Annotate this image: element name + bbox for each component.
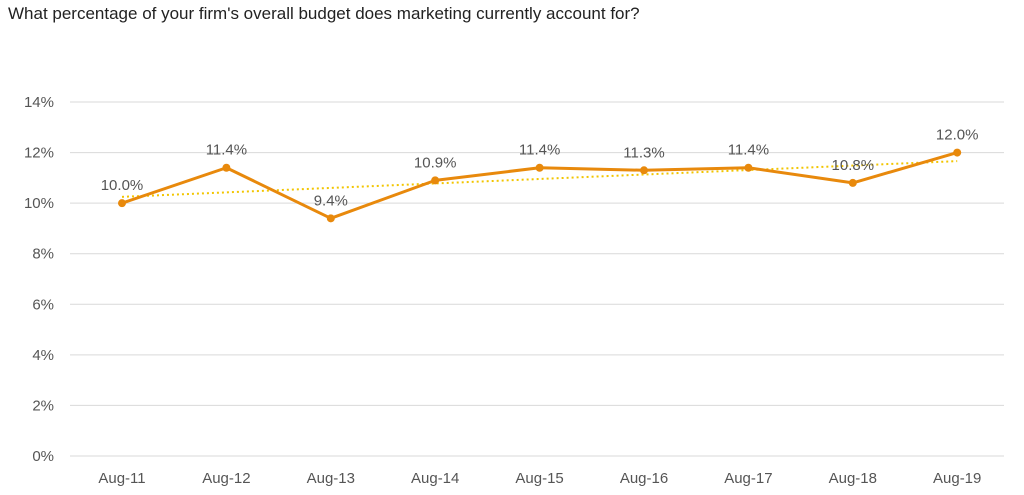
x-tick-label: Aug-11 xyxy=(98,470,145,487)
x-tick-label: Aug-13 xyxy=(307,470,355,487)
x-tick-label: Aug-12 xyxy=(202,470,250,487)
data-label: 11.4% xyxy=(519,142,560,159)
y-tick-label: 14% xyxy=(24,94,54,111)
data-label: 10.9% xyxy=(414,154,457,171)
x-tick-label: Aug-17 xyxy=(724,470,772,487)
data-labels: 10.0% 11.4% 9.4% 10.9% 11.4% 11.3% 11.4% 10.8% 1… xyxy=(101,127,979,210)
y-tick-label: 12% xyxy=(24,145,54,162)
data-label: 9.4% xyxy=(314,192,348,209)
data-label: 10.0% xyxy=(101,177,144,194)
data-point xyxy=(431,176,440,185)
y-tick-label: 0% xyxy=(32,448,54,465)
data-point xyxy=(744,163,753,172)
x-tick-label: Aug-19 xyxy=(933,470,981,487)
trendline-layer xyxy=(121,160,958,198)
data-label: 12.0% xyxy=(936,127,979,144)
x-tick-label: Aug-15 xyxy=(515,470,563,487)
data-point xyxy=(118,199,126,208)
y-tick-label: 8% xyxy=(32,246,54,263)
y-tick-label: 6% xyxy=(32,296,54,313)
data-point xyxy=(953,148,962,157)
y-tick-label: 4% xyxy=(32,347,54,364)
y-tick-label: 10% xyxy=(24,195,54,212)
data-point xyxy=(640,166,648,175)
y-tick-label: 2% xyxy=(32,397,54,414)
series-layer xyxy=(118,148,962,223)
data-label: 10.8% xyxy=(832,157,875,174)
x-tick-label: Aug-18 xyxy=(829,470,877,487)
data-point xyxy=(326,214,335,223)
data-label: 11.3% xyxy=(623,144,664,161)
chart-title: What percentage of your firm's overall b… xyxy=(8,4,640,23)
data-label: 11.4% xyxy=(728,142,769,159)
x-axis-tick-labels: Aug-11 Aug-12 Aug-13 Aug-14 Aug-15 Aug-16 Aug-… xyxy=(98,470,981,487)
data-point xyxy=(535,163,544,172)
data-point xyxy=(222,163,231,172)
x-tick-label: Aug-14 xyxy=(411,470,459,487)
gridlines xyxy=(70,101,1004,457)
y-axis-tick-labels: 0% 2% 4% 6% 8% 10% 12% 14% xyxy=(24,94,54,465)
data-point xyxy=(848,178,857,187)
trendline xyxy=(121,160,958,198)
x-tick-label: Aug-16 xyxy=(620,470,668,487)
data-label: 11.4% xyxy=(206,142,247,159)
